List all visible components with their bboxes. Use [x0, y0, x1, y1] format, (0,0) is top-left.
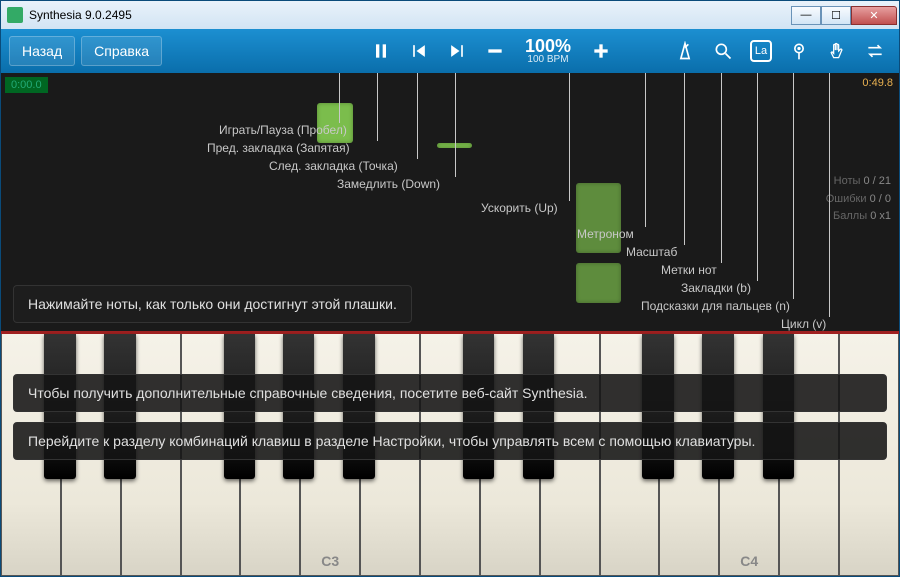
time-elapsed: 0:00.0: [5, 77, 48, 93]
key-label: C4: [740, 553, 758, 569]
loop-icon: [865, 41, 885, 61]
speed-up-button[interactable]: [585, 35, 617, 67]
speed-bpm: 100 BPM: [525, 55, 571, 65]
tip-shortcuts: Перейдите к разделу комбинаций клавиш в …: [13, 422, 887, 460]
time-remaining: 0:49.8: [862, 77, 893, 89]
hint-press-notes: Нажимайте ноты, как только они достигнут…: [13, 285, 412, 323]
speed-indicator[interactable]: 100% 100 BPM: [517, 37, 579, 65]
speed-percent: 100%: [525, 37, 571, 55]
slow-down-button[interactable]: [479, 35, 511, 67]
callout-bookmarks: Закладки (b): [681, 281, 751, 295]
note-track-area: 0:00.0 0:49.8 Ноты 0 / 21 Ошибки 0 / 0 Б…: [1, 73, 899, 331]
loop-button[interactable]: [859, 35, 891, 67]
skip-forward-icon: [447, 41, 467, 61]
app-icon: [7, 7, 23, 23]
callout-speed-up: Ускорить (Up): [481, 201, 558, 215]
callout-finger-hints: Подсказки для пальцев (n): [641, 299, 790, 313]
stats-errors-value: 0 / 0: [870, 193, 891, 205]
callout-play-pause: Играть/Пауза (Пробел): [219, 123, 347, 137]
minus-icon: [485, 41, 505, 61]
bookmarks-button[interactable]: [783, 35, 815, 67]
close-button[interactable]: ✕: [851, 6, 897, 25]
maximize-button[interactable]: ☐: [821, 6, 851, 25]
stats-score-value: 0 x1: [870, 210, 891, 222]
stats-notes-label: Ноты: [834, 175, 861, 187]
plus-icon: [591, 41, 611, 61]
stats-score-label: Баллы: [833, 210, 867, 222]
callout-slow-down: Замедлить (Down): [337, 177, 440, 191]
score-stats: Ноты 0 / 21 Ошибки 0 / 0 Баллы 0 x1: [826, 173, 891, 226]
skip-back-icon: [409, 41, 429, 61]
metronome-icon: [675, 41, 695, 61]
window-frame: Synthesia 9.0.2495 — ☐ ✕ soft.mydiv.net …: [0, 0, 900, 577]
zoom-button[interactable]: [707, 35, 739, 67]
stats-notes-value: 0 / 21: [863, 175, 891, 187]
prev-bookmark-button[interactable]: [403, 35, 435, 67]
finger-hints-button[interactable]: [821, 35, 853, 67]
app-body: soft.mydiv.net Назад Справка 100% 100 BP…: [1, 29, 899, 576]
callout-prev-bookmark: Пред. закладка (Запятая): [207, 141, 350, 155]
minimize-button[interactable]: —: [791, 6, 821, 25]
falling-note: [576, 183, 621, 253]
help-button[interactable]: Справка: [81, 36, 162, 66]
callout-loop: Цикл (v): [781, 317, 826, 331]
hand-icon: [827, 41, 847, 61]
falling-note: [576, 263, 621, 303]
callout-metronome: Метроном: [577, 227, 634, 241]
callout-next-bookmark: След. закладка (Точка): [269, 159, 398, 173]
pin-icon: [789, 41, 809, 61]
pause-icon: [371, 41, 391, 61]
callout-note-labels: Метки нот: [661, 263, 717, 277]
play-pause-button[interactable]: [365, 35, 397, 67]
piano-keyboard: C3 C4 Чтобы получить дополнительные справ…: [1, 334, 899, 576]
window-title: Synthesia 9.0.2495: [29, 8, 791, 22]
back-button[interactable]: Назад: [9, 36, 75, 66]
tip-website: Чтобы получить дополнительные справочные…: [13, 374, 887, 412]
metronome-button[interactable]: [669, 35, 701, 67]
next-bookmark-button[interactable]: [441, 35, 473, 67]
magnifier-icon: [713, 41, 733, 61]
toolbar: Назад Справка 100% 100 BPM: [1, 29, 899, 73]
callout-zoom: Масштаб: [626, 245, 677, 259]
note-labels-button[interactable]: La: [745, 35, 777, 67]
stats-errors-label: Ошибки: [826, 193, 867, 205]
window-controls: — ☐ ✕: [791, 6, 897, 25]
key-label: C3: [321, 553, 339, 569]
titlebar[interactable]: Synthesia 9.0.2495 — ☐ ✕: [1, 1, 899, 29]
la-icon: La: [750, 40, 772, 62]
